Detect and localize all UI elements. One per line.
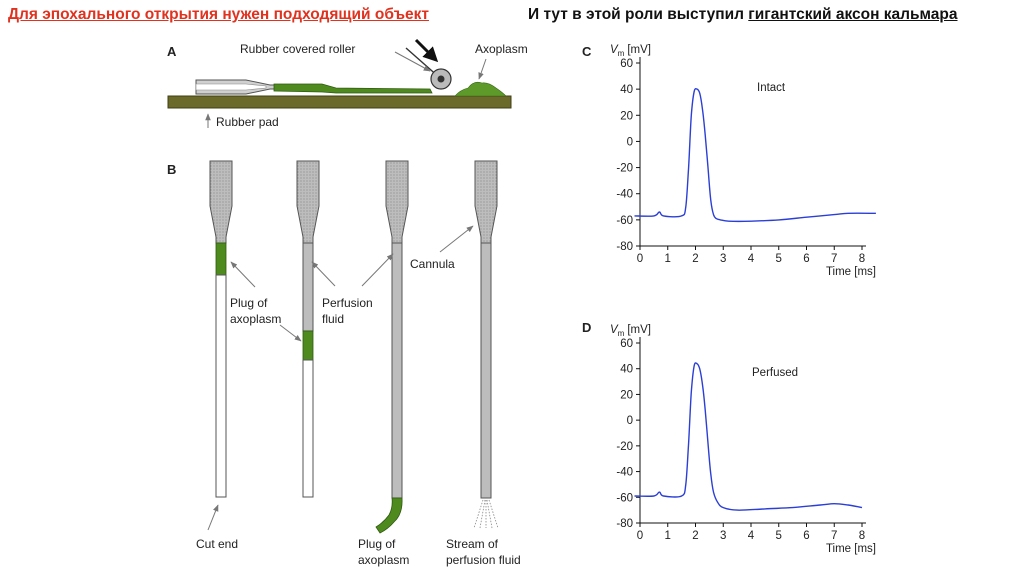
voltage-trace (634, 362, 863, 511)
pad-label: Rubber pad (216, 115, 279, 129)
y-tick-label: 60 (620, 338, 633, 350)
y-tick-label: -80 (616, 518, 633, 530)
x-tick-label: 2 (692, 530, 698, 542)
cannula-1 (209, 160, 233, 244)
x-axis-label: Time [ms] (826, 266, 876, 278)
x-tick-label: 2 (692, 253, 698, 265)
x-tick-label: 3 (720, 530, 726, 542)
cannula-a-lumen (195, 83, 267, 91)
plug1-label-line2: axoplasm (230, 312, 281, 326)
cut-end-label: Cut end (196, 537, 238, 551)
slide-title-right: И тут в этой роли выступил гигантский ак… (528, 6, 958, 24)
roller-label: Rubber covered roller (240, 42, 355, 56)
y-axis-label: Vm [mV] (610, 324, 651, 338)
trace-annotation: Perfused (752, 367, 798, 379)
slide-title-left: Для эпохального открытия нужен подходящи… (8, 6, 429, 23)
x-tick-label: 3 (720, 253, 726, 265)
y-tick-label: 0 (627, 415, 633, 427)
perfusion-fluid-4 (480, 242, 492, 499)
roller-hub (437, 75, 445, 83)
y-tick-label: -80 (616, 241, 633, 253)
panel-letter: C (582, 44, 592, 59)
x-tick-label: 1 (665, 530, 671, 542)
x-tick-label: 7 (831, 253, 837, 265)
x-axis-label: Time [ms] (826, 543, 876, 555)
axon-2 (302, 359, 314, 498)
y-tick-label: 60 (620, 58, 633, 70)
y-tick-label: 40 (620, 364, 633, 376)
axon-1 (215, 274, 227, 498)
trace-annotation: Intact (757, 82, 786, 94)
y-tick-label: -60 (616, 215, 633, 227)
plug-axoplasm-2 (302, 330, 314, 361)
perfusion-label-line2: fluid (322, 312, 344, 326)
axoplasm-pointer (478, 58, 487, 80)
axon-a (273, 83, 433, 94)
title-right-underlined: гигантский аксон кальмара (748, 6, 958, 23)
y-tick-label: 20 (620, 389, 633, 401)
stream-label-line1: Stream of (446, 537, 499, 551)
cannula-2 (296, 160, 320, 244)
y-axis-label: Vm [mV] (610, 44, 651, 58)
x-tick-label: 6 (803, 253, 809, 265)
x-tick-label: 8 (859, 253, 865, 265)
cannula-label: Cannula (410, 257, 455, 271)
x-tick-label: 8 (859, 530, 865, 542)
x-tick-label: 1 (665, 253, 671, 265)
x-tick-label: 0 (637, 253, 643, 265)
voltage-trace (634, 88, 876, 223)
x-tick-label: 4 (748, 530, 755, 542)
panel-a-letter: A (167, 44, 177, 59)
perfusion-stream (473, 499, 499, 529)
axoplasm-blob (454, 81, 507, 97)
cannula-pointer (439, 225, 474, 253)
cannula-3 (385, 160, 409, 244)
plug-axoplasm-1 (215, 242, 227, 276)
roller-pointer (394, 51, 431, 72)
plug-axoplasm-3 (375, 497, 403, 534)
panel-b-letter: B (167, 162, 176, 177)
perfusion-fluid-2 (302, 242, 314, 332)
plug2-label-line2: axoplasm (358, 553, 409, 567)
plug1-label-line1: Plug of (230, 296, 268, 310)
plug1-pointer-2 (279, 324, 302, 342)
cannula-4 (474, 160, 498, 244)
chart-d: D 60 40 20 0 -20 -40 -60 -80 0 1 2 3 4 5 6 7 8 Vm [mV] Time … (582, 320, 876, 555)
perfusion-pointer-2 (311, 261, 336, 287)
y-tick-label: -40 (616, 189, 633, 201)
x-tick-label: 0 (637, 530, 643, 542)
x-tick-label: 6 (803, 530, 809, 542)
y-tick-label: -20 (616, 441, 633, 453)
title-right-prefix: И тут в этой роли выступил (528, 6, 749, 23)
perfusion-label-line1: Perfusion (322, 296, 373, 310)
x-tick-label: 5 (776, 253, 782, 265)
roller-direction-arrow (414, 38, 439, 63)
perfusion-fluid-3 (391, 242, 403, 499)
y-tick-label: 0 (627, 136, 633, 148)
y-tick-label: 20 (620, 110, 633, 122)
rubber-pad (167, 95, 512, 109)
y-tick-label: 40 (620, 84, 633, 96)
stream-label-line2: perfusion fluid (446, 553, 521, 567)
x-tick-label: 4 (748, 253, 755, 265)
plug1-pointer (230, 261, 256, 288)
chart-c: C 60 40 20 0 -20 -40 -60 -80 0 1 2 3 4 5 6 7 8 Vm [mV] Time … (582, 44, 876, 278)
plug2-label-line1: Plug of (358, 537, 396, 551)
cut-end-pointer (207, 504, 219, 531)
y-tick-label: -60 (616, 492, 633, 504)
y-tick-label: -40 (616, 467, 633, 479)
y-tick-label: -20 (616, 163, 633, 175)
panel-letter: D (582, 320, 591, 335)
x-tick-label: 7 (831, 530, 837, 542)
axoplasm-label: Axoplasm (475, 42, 528, 56)
x-tick-label: 5 (776, 530, 782, 542)
perfusion-pointer-3 (361, 253, 394, 287)
